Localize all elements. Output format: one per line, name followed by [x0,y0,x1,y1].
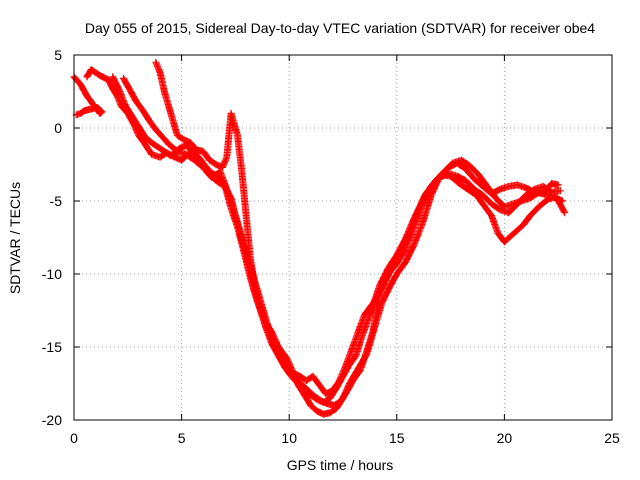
x-axis-label: GPS time / hours [287,457,394,473]
x-tick-label: 25 [604,430,620,446]
y-tick-label: -15 [42,339,62,355]
x-tick-label: 20 [497,430,513,446]
y-tick-label: 0 [54,120,62,136]
x-tick-label: 15 [389,430,405,446]
axis-ticks: 0 5 10 15 20 25 -20 -15 -10 -5 0 5 [42,47,620,446]
data-point-series [120,74,564,406]
x-tick-label: 0 [70,430,78,446]
chart-title: Day 055 of 2015, Sidereal Day-to-day VTE… [85,20,595,36]
data-points [70,58,569,418]
y-tick-label: -10 [42,266,62,282]
y-axis-label: SDTVAR / TECUs [7,182,23,294]
y-tick-label: 5 [54,47,62,63]
y-tick-label: -20 [42,412,62,428]
x-tick-label: 5 [178,430,186,446]
y-tick-label: -5 [50,193,63,209]
x-tick-label: 10 [281,430,297,446]
plot-frame [73,54,613,421]
